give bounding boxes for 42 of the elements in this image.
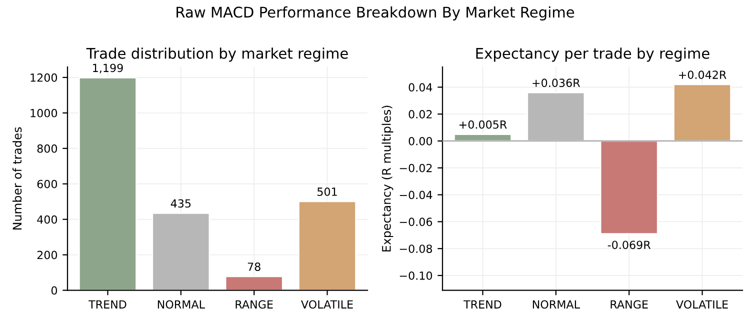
y-tick-label: 1200 bbox=[30, 73, 58, 82]
bar bbox=[298, 200, 356, 290]
y-tick-label: −0.04 bbox=[400, 190, 432, 200]
y-axis-title: Number of trades bbox=[12, 127, 22, 230]
data-label: +0.042R bbox=[679, 70, 726, 79]
y-axis-title: Expectancy (R multiples) bbox=[382, 106, 394, 252]
x-tick-label: TREND bbox=[88, 300, 126, 308]
chart-title: Trade distribution by market regime bbox=[86, 48, 348, 62]
y-tick-label: 0.02 bbox=[408, 110, 432, 118]
data-label: 1,199 bbox=[93, 64, 123, 74]
text: Raw MACD Performance Breakdown By Market Regime bbox=[176, 6, 574, 20]
x-tick-label: NORMAL bbox=[158, 300, 205, 309]
bar bbox=[152, 212, 210, 290]
y-tick-label: 0 bbox=[51, 286, 58, 295]
y-tick-label: −0.10 bbox=[400, 271, 432, 280]
y-tick-label: 0.00 bbox=[408, 136, 432, 146]
y-tick-label: 1000 bbox=[30, 108, 58, 118]
x-tick-label: VOLATILE bbox=[676, 300, 728, 309]
x-tick-label: VOLATILE bbox=[301, 300, 353, 309]
y-tick-label: 800 bbox=[37, 144, 58, 153]
bar bbox=[78, 76, 137, 290]
data-label: -0.069R bbox=[608, 240, 651, 250]
x-tick-label: TREND bbox=[464, 300, 502, 308]
x-tick-label: RANGE bbox=[236, 300, 273, 309]
x-tick-label: NORMAL bbox=[532, 300, 580, 309]
y-tick-label: −0.06 bbox=[400, 218, 432, 226]
x-tick-label: RANGE bbox=[610, 300, 648, 309]
y-tick-label: 0.04 bbox=[408, 83, 432, 92]
bar bbox=[600, 140, 658, 234]
y-tick-label: 400 bbox=[37, 215, 58, 224]
y-tick-label: 600 bbox=[37, 180, 58, 188]
y-tick-label: −0.02 bbox=[400, 164, 432, 172]
bar bbox=[224, 276, 284, 290]
data-label: 435 bbox=[170, 199, 191, 208]
data-label: +0.005R bbox=[460, 120, 507, 129]
y-tick-label: 200 bbox=[37, 250, 58, 260]
data-label: 78 bbox=[248, 262, 260, 271]
y-tick-label: −0.08 bbox=[400, 244, 432, 253]
data-label: +0.036R bbox=[532, 78, 580, 88]
bar bbox=[673, 84, 732, 142]
chart-title: Expectancy per trade by regime bbox=[476, 48, 710, 62]
data-label: 501 bbox=[318, 188, 337, 196]
